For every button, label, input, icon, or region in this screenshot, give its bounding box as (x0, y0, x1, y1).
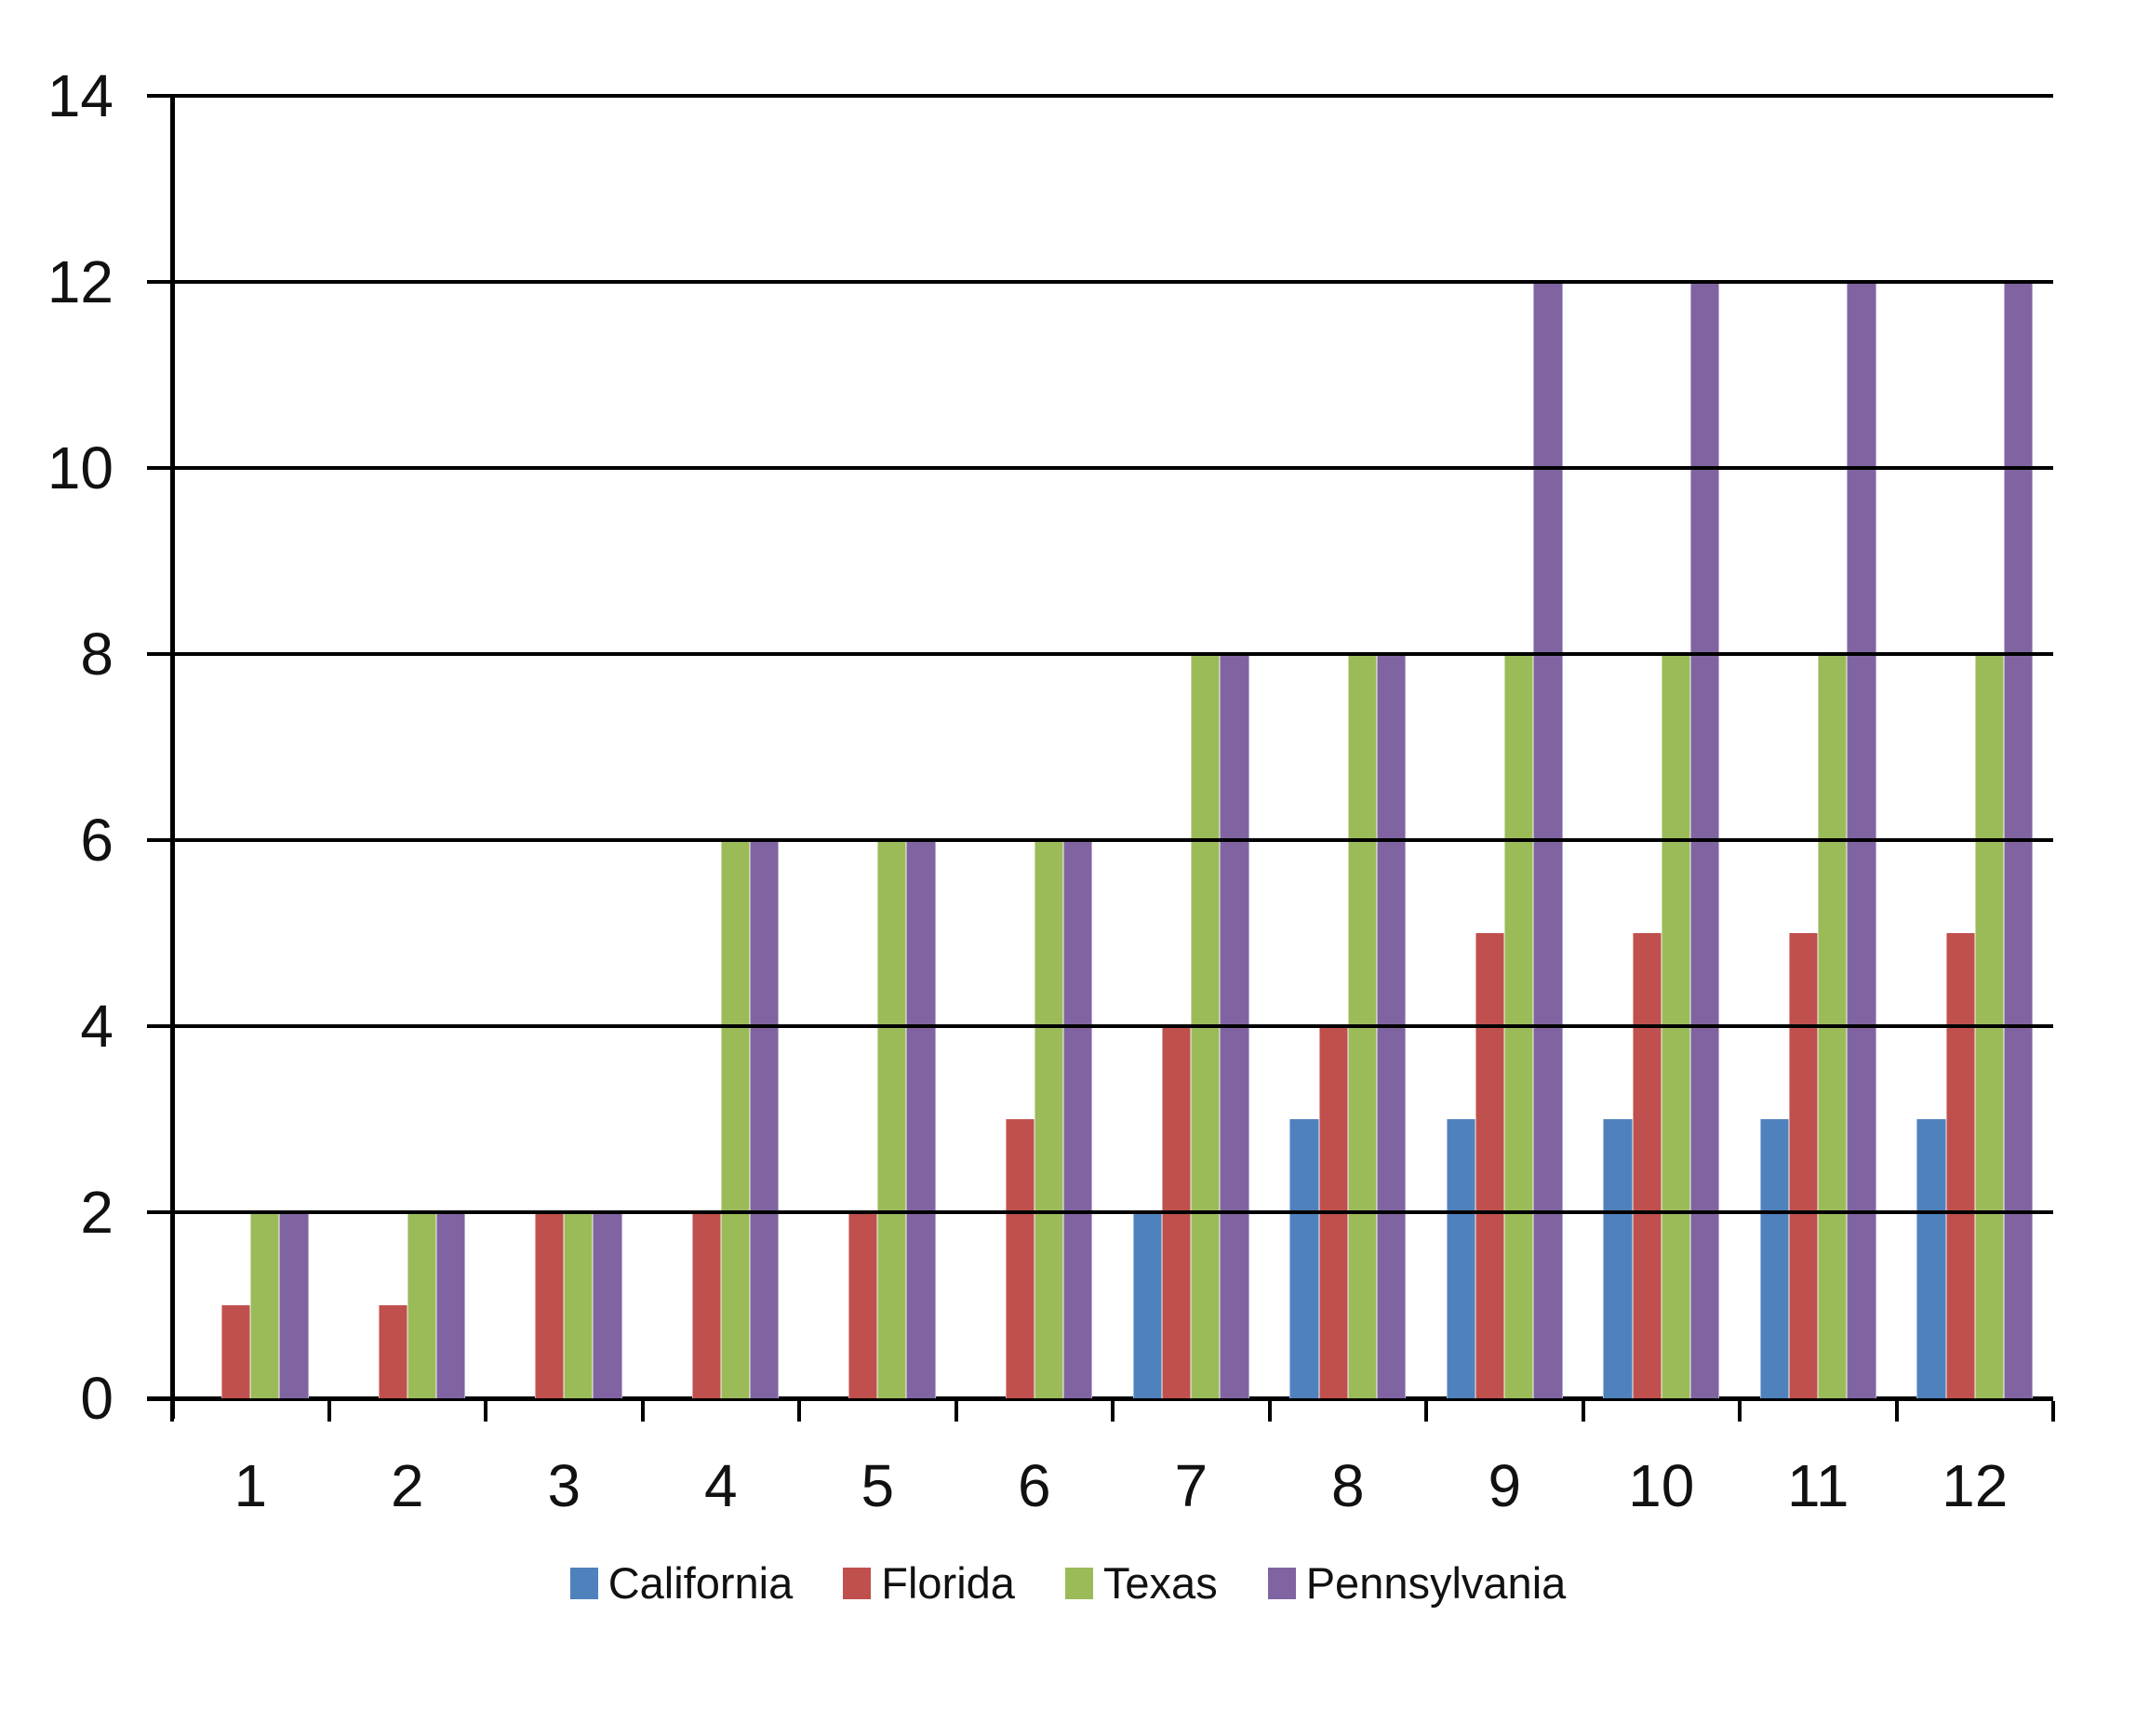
legend: California Florida Texas Pennsylvania (0, 1556, 2136, 1611)
bar-florida-cat9 (1475, 933, 1505, 1398)
x-axis-tick (327, 1401, 331, 1422)
bar-texas-cat4 (720, 840, 750, 1398)
legend-label: Florida (881, 1558, 1015, 1608)
x-axis-tick (1581, 1401, 1585, 1422)
bar-california-cat9 (1446, 1119, 1476, 1398)
x-axis-category-label: 10 (1628, 1452, 1695, 1519)
bar-florida-cat11 (1789, 933, 1819, 1398)
bar-california-cat7 (1132, 1212, 1163, 1398)
bar-pennsylvania-cat1 (279, 1212, 309, 1398)
x-axis-tick (484, 1401, 487, 1422)
legend-item-florida: Florida (843, 1556, 1015, 1611)
legend-marker-texas (1064, 1568, 1093, 1599)
bar-florida-cat4 (691, 1212, 721, 1398)
gridline-y-14 (147, 94, 2053, 98)
bar-florida-cat5 (848, 1212, 878, 1398)
x-axis-tick (1111, 1401, 1115, 1422)
x-axis-category-label: 6 (1017, 1452, 1051, 1519)
legend-item-california: California (569, 1556, 794, 1611)
bar-texas-cat1 (250, 1212, 280, 1398)
x-axis-category-label: 1 (234, 1452, 268, 1519)
x-axis-category-label: 7 (1174, 1452, 1208, 1519)
legend-item-pennsylvania: Pennsylvania (1267, 1556, 1567, 1611)
gridline-y-6 (147, 838, 2053, 842)
bar-florida-cat6 (1005, 1119, 1035, 1398)
legend-item-texas: Texas (1064, 1556, 1218, 1611)
legend-label: Pennsylvania (1305, 1558, 1567, 1608)
x-axis-category-label: 11 (1787, 1452, 1849, 1519)
x-axis-tick (1267, 1401, 1272, 1422)
y-axis-tick-label: 4 (80, 993, 113, 1060)
y-axis-line (170, 94, 175, 1419)
legend-marker-florida (843, 1568, 872, 1599)
x-axis-tick (1424, 1401, 1428, 1422)
bar-pennsylvania-cat2 (435, 1212, 466, 1398)
y-axis-tick-label: 0 (80, 1365, 113, 1432)
bar-pennsylvania-cat4 (749, 840, 780, 1398)
plot-area (172, 96, 2053, 1398)
bar-texas-cat2 (407, 1212, 436, 1398)
legend-marker-pennsylvania (1267, 1568, 1296, 1599)
x-axis-category-label: 5 (861, 1452, 895, 1519)
x-axis-tick (170, 1401, 174, 1422)
gridline-y-8 (147, 652, 2053, 656)
y-axis-tick-label: 10 (47, 434, 113, 501)
y-axis-tick-label: 2 (80, 1179, 113, 1246)
x-axis-tick (1894, 1401, 1899, 1422)
bar-florida-cat1 (221, 1305, 251, 1398)
bar-california-cat11 (1759, 1119, 1790, 1398)
bar-texas-cat5 (877, 840, 907, 1398)
x-axis-category-label: 9 (1488, 1452, 1522, 1519)
bar-texas-cat6 (1034, 840, 1063, 1398)
y-axis-tick-label: 12 (47, 248, 113, 315)
x-axis-category-label: 4 (703, 1452, 738, 1519)
x-axis-tick (640, 1401, 645, 1422)
gridline-y-2 (147, 1210, 2053, 1214)
gridline-y-10 (147, 466, 2053, 470)
bar-pennsylvania-cat6 (1062, 840, 1093, 1398)
y-axis-tick-label: 6 (80, 807, 113, 874)
bar-florida-cat2 (378, 1305, 407, 1398)
bar-california-cat8 (1289, 1119, 1319, 1398)
x-axis-tick (954, 1401, 958, 1422)
gridline-y-12 (147, 280, 2053, 284)
x-axis-line (147, 1396, 2053, 1401)
x-axis-tick (797, 1401, 801, 1422)
x-axis-category-label: 2 (390, 1452, 424, 1519)
y-axis-tick-label: 8 (80, 621, 113, 688)
x-axis-category-label: 3 (547, 1452, 581, 1519)
bar-texas-cat3 (564, 1212, 594, 1398)
y-axis-tick-label: 14 (47, 62, 113, 129)
x-axis-category-label: 12 (1942, 1452, 2009, 1519)
bar-california-cat12 (1916, 1119, 1946, 1398)
legend-marker-california (569, 1568, 598, 1599)
legend-label: Texas (1102, 1558, 1218, 1608)
bar-pennsylvania-cat5 (906, 840, 936, 1398)
bar-california-cat10 (1603, 1119, 1633, 1398)
bar-florida-cat10 (1632, 933, 1662, 1398)
gridline-y-4 (147, 1024, 2053, 1028)
bar-pennsylvania-cat3 (593, 1212, 622, 1398)
x-axis-tick (2051, 1401, 2055, 1422)
bar-florida-cat3 (535, 1212, 565, 1398)
x-axis-tick (1738, 1401, 1742, 1422)
legend-label: California (607, 1558, 794, 1608)
bar-florida-cat12 (1945, 933, 1975, 1398)
x-axis-category-label: 8 (1330, 1452, 1365, 1519)
